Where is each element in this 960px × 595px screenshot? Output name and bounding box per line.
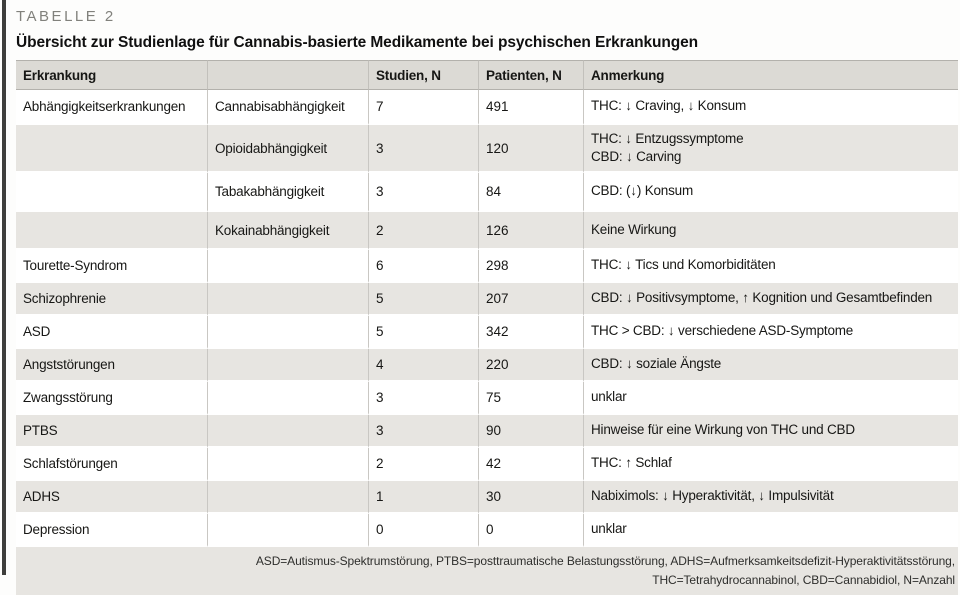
table-row: PTBS 3 90 Hinweise für eine Wirkung von …: [16, 415, 958, 448]
column-header-subcategory: [207, 60, 368, 90]
cell-note: CBD: ↓ soziale Ängste: [583, 349, 958, 382]
cell-note: CBD: ↓ Positivsymptome, ↑ Kognition und …: [583, 283, 958, 316]
cell-condition: Depression: [16, 514, 207, 547]
cell-patients: 491: [478, 90, 583, 125]
cell-condition: ADHS: [16, 481, 207, 514]
column-header-erkrankung: Erkrankung: [16, 60, 207, 90]
cell-patients: 207: [478, 283, 583, 316]
cell-patients: 298: [478, 250, 583, 283]
cell-studies: 5: [368, 283, 478, 316]
cell-patients: 75: [478, 382, 583, 415]
cell-note: unklar: [583, 382, 958, 415]
table-row: Angststörungen 4 220 CBD: ↓ soziale Ängs…: [16, 349, 958, 382]
cell-patients: 42: [478, 448, 583, 481]
cell-subcategory: [207, 283, 368, 316]
cell-patients: 120: [478, 125, 583, 173]
cell-studies: 3: [368, 415, 478, 448]
cell-condition: Angststörungen: [16, 349, 207, 382]
cell-patients: 0: [478, 514, 583, 547]
cell-studies: 3: [368, 382, 478, 415]
table-row: Depression 0 0 unklar: [16, 514, 958, 547]
cell-subcategory: [207, 349, 368, 382]
column-header-studien: Studien, N: [368, 60, 478, 90]
cell-condition: Schlafstörungen: [16, 448, 207, 481]
cell-studies: 1: [368, 481, 478, 514]
table-label: TABELLE 2: [16, 8, 116, 25]
left-accent-bar: [2, 0, 6, 575]
table-row: Schlafstörungen 2 42 THC: ↑ Schlaf: [16, 448, 958, 481]
table-row: ADHS 1 30 Nabiximols: ↓ Hyperaktivität, …: [16, 481, 958, 514]
cell-subcategory: Tabakabhängigkeit: [207, 173, 368, 212]
cell-studies: 3: [368, 125, 478, 173]
cell-studies: 6: [368, 250, 478, 283]
table-row: Schizophrenie 5 207 CBD: ↓ Positivsympto…: [16, 283, 958, 316]
cell-patients: 126: [478, 212, 583, 250]
cell-studies: 7: [368, 90, 478, 125]
footnote-line-1: ASD=Autismus-Spektrumstörung, PTBS=postt…: [255, 554, 955, 568]
cell-condition: Schizophrenie: [16, 283, 207, 316]
cell-subcategory: Cannabisabhängigkeit: [207, 90, 368, 125]
cell-note: Keine Wirkung: [583, 212, 958, 250]
cell-studies: 5: [368, 316, 478, 349]
footnote-line-2: THC=Tetrahydrocannabinol, CBD=Cannabidio…: [652, 572, 955, 587]
cell-studies: 3: [368, 173, 478, 212]
cell-condition: Abhängigkeitserkrankungen: [16, 90, 207, 125]
cell-subcategory: [207, 448, 368, 481]
table-container: TABELLE 2 Übersicht zur Studienlage für …: [16, 0, 958, 595]
cell-subcategory: [207, 382, 368, 415]
cell-studies: 4: [368, 349, 478, 382]
cell-studies: 2: [368, 448, 478, 481]
cell-subcategory: [207, 514, 368, 547]
table-row: Zwangsstörung 3 75 unklar: [16, 382, 958, 415]
cell-note: Hinweise für eine Wirkung von THC und CB…: [583, 415, 958, 448]
cell-studies: 2: [368, 212, 478, 250]
footnote: ASD=Autismus-Spektrumstörung, PTBS=postt…: [16, 547, 958, 595]
footnote-row: ASD=Autismus-Spektrumstörung, PTBS=postt…: [16, 547, 958, 595]
table-row: Kokainabhängigkeit 2 126 Keine Wirkung: [16, 212, 958, 250]
column-header-patienten: Patienten, N: [478, 60, 583, 90]
cell-patients: 342: [478, 316, 583, 349]
cell-patients: 90: [478, 415, 583, 448]
cell-note: unklar: [583, 514, 958, 547]
cell-note: THC: ↑ Schlaf: [583, 448, 958, 481]
cell-condition: [16, 212, 207, 250]
cell-condition: PTBS: [16, 415, 207, 448]
studies-table: Erkrankung Studien, N Patienten, N Anmer…: [16, 60, 958, 595]
table-row: Opioidabhängigkeit 3 120 THC: ↓ Entzugss…: [16, 125, 958, 173]
table-row: Tabakabhängigkeit 3 84 CBD: (↓) Konsum: [16, 173, 958, 212]
cell-condition: [16, 173, 207, 212]
cell-note: CBD: (↓) Konsum: [583, 173, 958, 212]
page-title: Übersicht zur Studienlage für Cannabis-b…: [16, 34, 698, 51]
cell-subcategory: [207, 250, 368, 283]
cell-condition: ASD: [16, 316, 207, 349]
cell-note: Nabiximols: ↓ Hyperaktivität, ↓ Impulsiv…: [583, 481, 958, 514]
cell-condition: Tourette-Syndrom: [16, 250, 207, 283]
cell-patients: 220: [478, 349, 583, 382]
cell-note: THC > CBD: ↓ verschiedene ASD-Symptome: [583, 316, 958, 349]
table-row: Abhängigkeitserkrankungen Cannabisabhäng…: [16, 90, 958, 125]
cell-condition: Zwangsstörung: [16, 382, 207, 415]
cell-subcategory: Opioidabhängigkeit: [207, 125, 368, 173]
cell-subcategory: Kokainabhängigkeit: [207, 212, 368, 250]
cell-note: THC: ↓ Tics und Komorbiditäten: [583, 250, 958, 283]
column-header-anmerkung: Anmerkung: [583, 60, 958, 90]
cell-patients: 30: [478, 481, 583, 514]
cell-note: THC: ↓ Craving, ↓ Konsum: [583, 90, 958, 125]
cell-patients: 84: [478, 173, 583, 212]
cell-studies: 0: [368, 514, 478, 547]
header-row: Erkrankung Studien, N Patienten, N Anmer…: [16, 60, 958, 90]
cell-note: THC: ↓ Entzugssymptome CBD: ↓ Carving: [583, 125, 958, 173]
cell-subcategory: [207, 415, 368, 448]
table-row: Tourette-Syndrom 6 298 THC: ↓ Tics und K…: [16, 250, 958, 283]
cell-subcategory: [207, 316, 368, 349]
cell-subcategory: [207, 481, 368, 514]
cell-condition: [16, 125, 207, 173]
table-row: ASD 5 342 THC > CBD: ↓ verschiedene ASD-…: [16, 316, 958, 349]
